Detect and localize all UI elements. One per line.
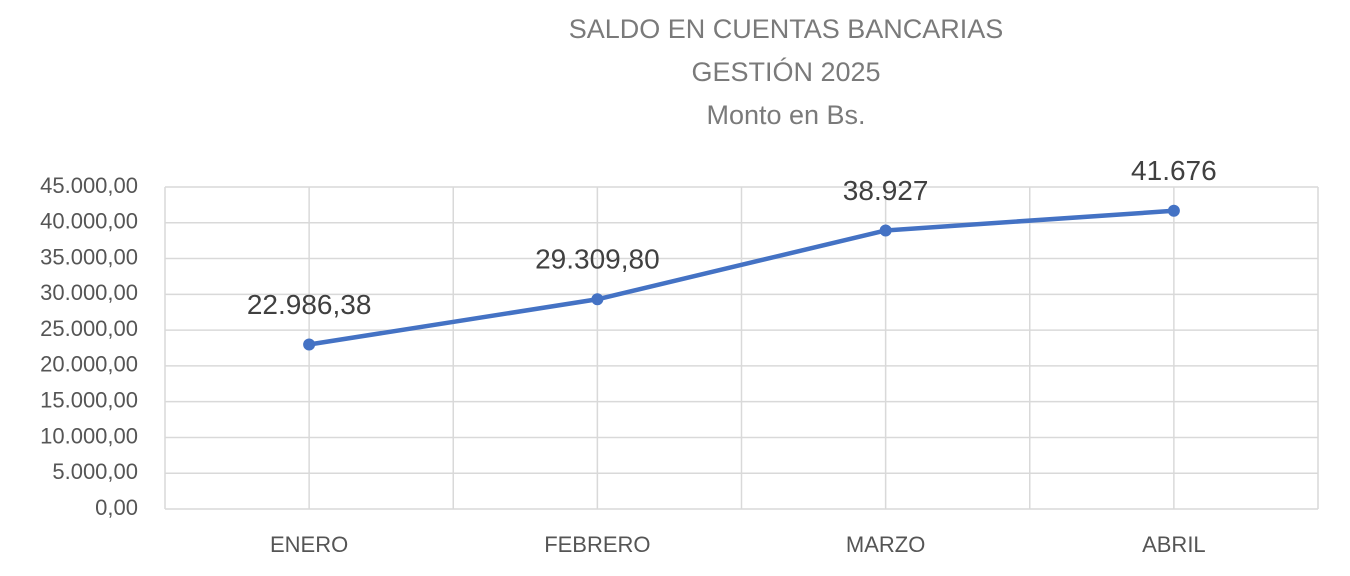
x-tick-label: MARZO	[846, 532, 925, 557]
data-label: 38.927	[843, 175, 929, 206]
point	[591, 293, 604, 306]
y-tick-label: 0,00	[95, 495, 138, 520]
point	[1167, 204, 1180, 217]
y-tick-label: 30.000,00	[40, 280, 138, 305]
y-tick-label: 25.000,00	[40, 316, 138, 341]
chart-subtitle: Monto en Bs.	[706, 100, 865, 130]
y-tick-label: 20.000,00	[40, 352, 138, 377]
point	[879, 224, 892, 237]
x-tick-label: FEBRERO	[544, 532, 650, 557]
y-tick-label: 40.000,00	[40, 209, 138, 234]
chart-title: GESTIÓN 2025	[691, 56, 880, 87]
data-label: 41.676	[1131, 155, 1217, 186]
y-tick-label: 35.000,00	[40, 244, 138, 269]
x-tick-label: ABRIL	[1142, 532, 1206, 557]
chart-title: SALDO EN CUENTAS BANCARIAS	[569, 14, 1004, 44]
data-label: 29.309,80	[535, 244, 660, 275]
line	[308, 208, 1175, 347]
y-tick-label: 5.000,00	[52, 459, 138, 484]
y-tick-label: 10.000,00	[40, 423, 138, 448]
y-tick-label: 15.000,00	[40, 387, 138, 412]
x-tick-label: ENERO	[270, 532, 348, 557]
data-label: 22.986,38	[247, 289, 372, 320]
y-tick-label: 45.000,00	[40, 173, 138, 198]
point	[303, 338, 316, 351]
